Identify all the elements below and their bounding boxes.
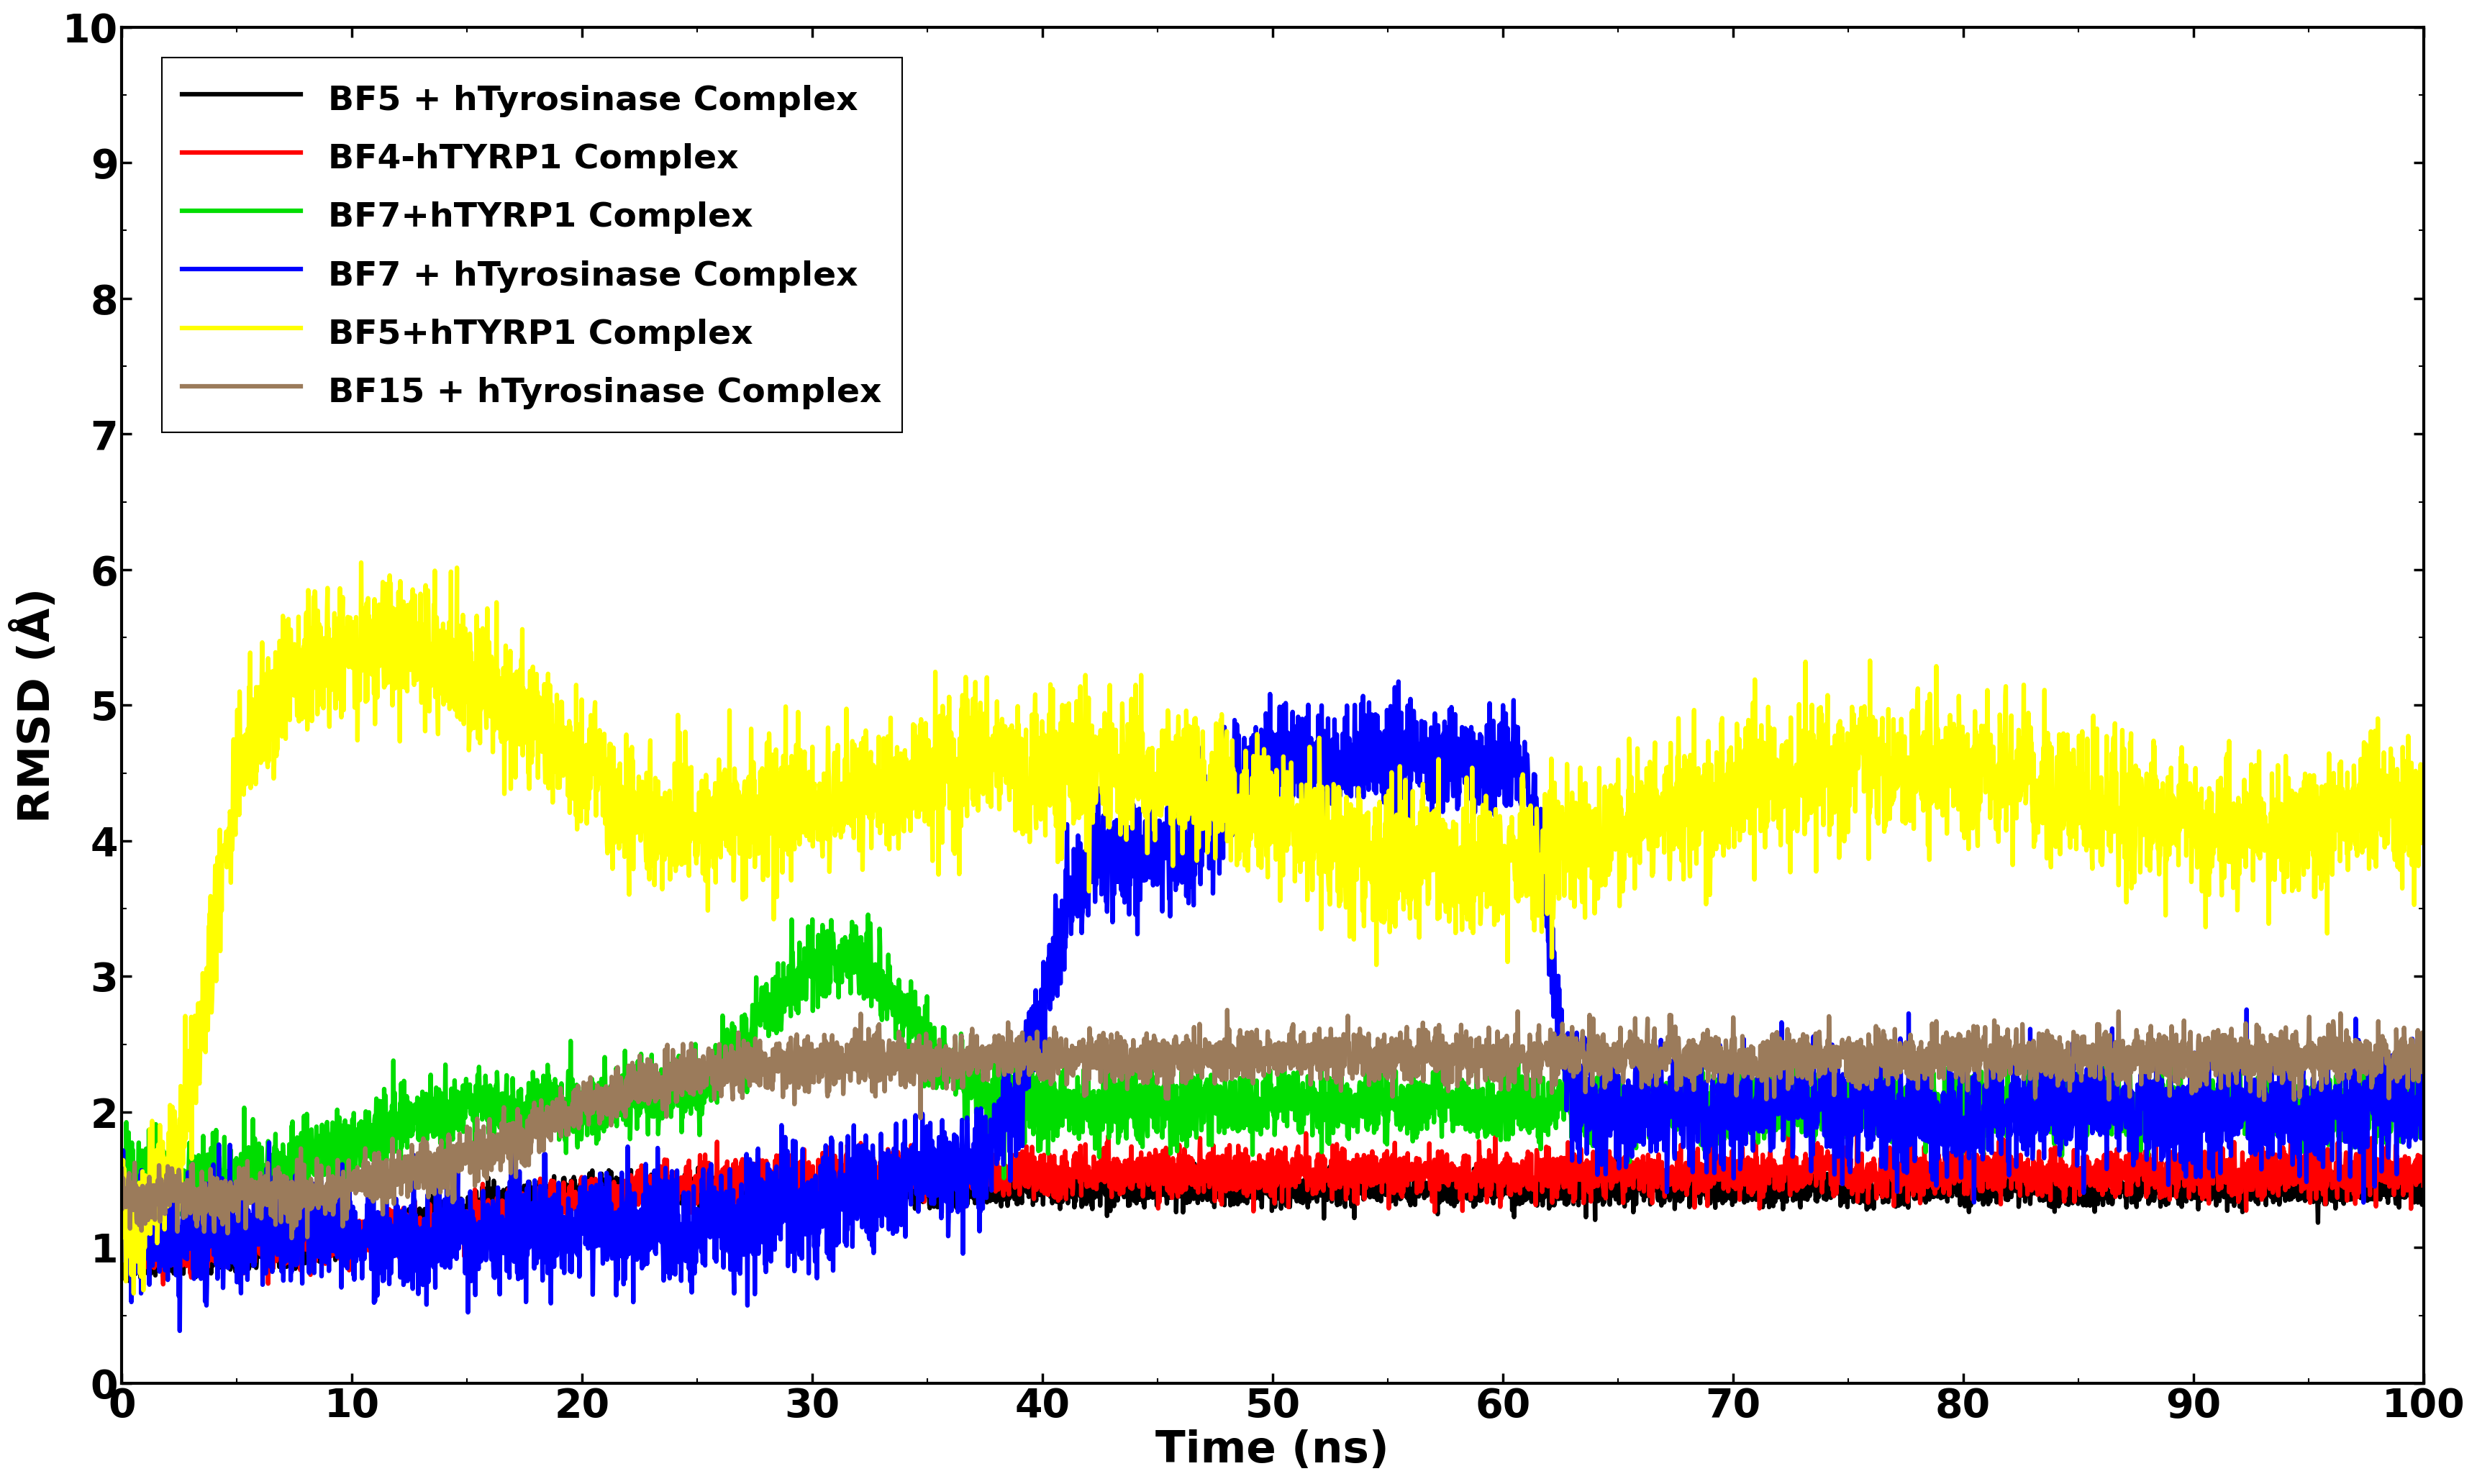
BF4-hTYRP1 Complex (525, 1169, 555, 1187)
BF5 + hTyrosinase Complex (114, 1272, 144, 1290)
BF4-hTYRP1 Complex (986, 1162, 1016, 1180)
Line: BF7+hTYRP1 Complex: BF7+hTYRP1 Complex (121, 914, 2423, 1227)
BF7+hTYRP1 Complex (1999, 1113, 2029, 1131)
Line: BF7 + hTyrosinase Complex: BF7 + hTyrosinase Complex (121, 681, 2423, 1331)
BF7 + hTyrosinase Complex (986, 1114, 1016, 1132)
BF5+hTYRP1 Complex (525, 697, 555, 715)
BF4-hTYRP1 Complex (1605, 1168, 1635, 1186)
BF4-hTYRP1 Complex (1826, 1174, 1855, 1192)
BF7 + hTyrosinase Complex (1999, 1043, 2029, 1061)
BF15 + hTyrosinase Complex (107, 1160, 136, 1178)
BF7 + hTyrosinase Complex (525, 1177, 555, 1195)
BF15 + hTyrosinase Complex (986, 1046, 1016, 1064)
BF4-hTYRP1 Complex (107, 1238, 136, 1255)
BF15 + hTyrosinase Complex (1605, 1043, 1635, 1061)
BF15 + hTyrosinase Complex (1211, 1002, 1241, 1020)
BF7+hTYRP1 Complex (525, 1088, 555, 1106)
BF5 + hTyrosinase Complex (1605, 1187, 1635, 1205)
BF5 + hTyrosinase Complex (1489, 1165, 1518, 1183)
BF7+hTYRP1 Complex (1489, 1082, 1518, 1100)
BF5+hTYRP1 Complex (119, 1285, 149, 1303)
BF15 + hTyrosinase Complex (1826, 1040, 1855, 1058)
BF5+hTYRP1 Complex (347, 554, 377, 571)
BF4-hTYRP1 Complex (1843, 1123, 1873, 1141)
BF7 + hTyrosinase Complex (1605, 1101, 1635, 1119)
BF5+hTYRP1 Complex (1605, 898, 1635, 916)
Line: BF15 + hTyrosinase Complex: BF15 + hTyrosinase Complex (121, 1011, 2423, 1238)
BF15 + hTyrosinase Complex (2408, 1054, 2437, 1071)
BF5 + hTyrosinase Complex (2408, 1175, 2437, 1193)
BF15 + hTyrosinase Complex (525, 1120, 555, 1138)
X-axis label: Time (ns): Time (ns) (1157, 1429, 1390, 1472)
BF7+hTYRP1 Complex (107, 1166, 136, 1184)
BF7 + hTyrosinase Complex (1385, 672, 1414, 690)
BF5+hTYRP1 Complex (988, 711, 1018, 729)
BF7 + hTyrosinase Complex (1826, 1110, 1855, 1128)
Legend: BF5 + hTyrosinase Complex, BF4-hTYRP1 Complex, BF7+hTYRP1 Complex, BF7 + hTyrosi: BF5 + hTyrosinase Complex, BF4-hTYRP1 Co… (161, 58, 902, 432)
BF7+hTYRP1 Complex (1605, 1094, 1635, 1112)
Line: BF5 + hTyrosinase Complex: BF5 + hTyrosinase Complex (121, 1160, 2423, 1281)
BF5+hTYRP1 Complex (1826, 712, 1855, 730)
BF5+hTYRP1 Complex (2408, 770, 2437, 788)
BF5+hTYRP1 Complex (1999, 807, 2029, 825)
BF5+hTYRP1 Complex (107, 1226, 136, 1244)
BF7 + hTyrosinase Complex (2408, 1109, 2437, 1126)
BF15 + hTyrosinase Complex (1489, 1042, 1518, 1060)
Line: BF5+hTYRP1 Complex: BF5+hTYRP1 Complex (121, 562, 2423, 1294)
BF7+hTYRP1 Complex (124, 1218, 154, 1236)
BF7+hTYRP1 Complex (2408, 1073, 2437, 1091)
Line: BF4-hTYRP1 Complex: BF4-hTYRP1 Complex (121, 1132, 2423, 1287)
BF5 + hTyrosinase Complex (1999, 1171, 2029, 1189)
BF15 + hTyrosinase Complex (1999, 1037, 2029, 1055)
Y-axis label: RMSD (Å): RMSD (Å) (12, 588, 59, 822)
BF4-hTYRP1 Complex (1999, 1159, 2029, 1177)
BF5 + hTyrosinase Complex (1826, 1178, 1855, 1196)
BF7+hTYRP1 Complex (852, 905, 882, 923)
BF5 + hTyrosinase Complex (1603, 1152, 1632, 1169)
BF4-hTYRP1 Complex (163, 1278, 193, 1296)
BF7 + hTyrosinase Complex (166, 1322, 196, 1340)
BF5 + hTyrosinase Complex (986, 1169, 1016, 1187)
BF4-hTYRP1 Complex (1489, 1155, 1518, 1172)
BF5 + hTyrosinase Complex (107, 1258, 136, 1276)
BF4-hTYRP1 Complex (2408, 1177, 2437, 1195)
BF15 + hTyrosinase Complex (277, 1229, 307, 1247)
BF7+hTYRP1 Complex (988, 1082, 1018, 1100)
BF7+hTYRP1 Complex (1826, 1097, 1855, 1114)
BF7 + hTyrosinase Complex (107, 1195, 136, 1212)
BF5+hTYRP1 Complex (1489, 865, 1518, 883)
BF7 + hTyrosinase Complex (1489, 696, 1518, 714)
BF5 + hTyrosinase Complex (525, 1193, 555, 1211)
